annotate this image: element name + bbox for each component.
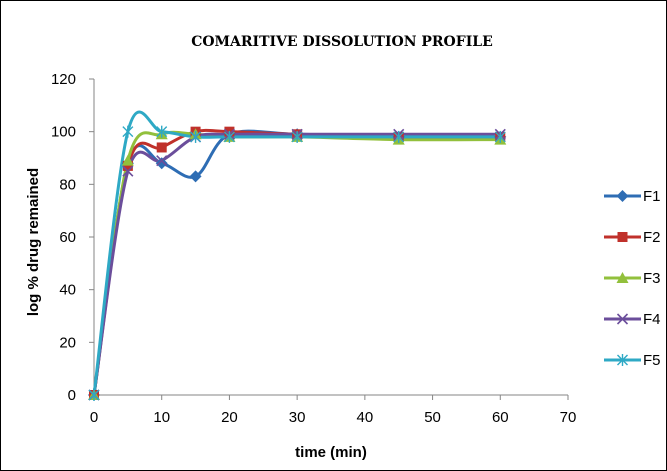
tick-labels: 0 20 40 60 80 100 120 0 10 20 30 40 50 60 70 — [51, 71, 576, 426]
data-point-f5 — [393, 130, 405, 143]
x-tick-label: 70 — [560, 409, 577, 426]
data-point-f5 — [190, 130, 202, 143]
data-point-f5 — [291, 130, 303, 143]
legend-item-f5: F5 — [604, 352, 661, 369]
series-line-f1 — [92, 129, 501, 396]
data-point-f4 — [156, 155, 168, 167]
series-line-f4 — [92, 132, 501, 396]
legend-marker — [616, 272, 629, 283]
y-axis-label: log % drug remained — [25, 168, 42, 316]
x-tick-label: 60 — [492, 409, 509, 426]
legend-marker — [617, 354, 628, 366]
legend: F1 F2 F3 F4 F5 — [604, 188, 661, 369]
data-point-f5 — [223, 130, 235, 143]
series-line-f2 — [92, 128, 501, 396]
axes — [93, 79, 568, 396]
x-tick-label: 40 — [357, 409, 374, 426]
series-line-f5 — [92, 110, 501, 396]
chart-title: COMARITIVE DISSOLUTION PROFILE — [191, 34, 493, 50]
y-tick-label: 120 — [51, 71, 76, 88]
data-point-f1 — [189, 170, 202, 183]
y-tick-label: 100 — [51, 124, 76, 141]
data-point-f1 — [155, 157, 168, 170]
legend-label: F1 — [643, 188, 661, 205]
legend-item-f2: F2 — [604, 229, 661, 246]
legend-label: F5 — [643, 352, 661, 369]
x-tick-label: 20 — [221, 409, 238, 426]
y-tick-label: 0 — [68, 387, 76, 404]
x-tick-label: 10 — [153, 409, 170, 426]
legend-label: F2 — [643, 229, 661, 246]
legend-marker — [617, 232, 628, 242]
data-point-f5 — [88, 389, 100, 401]
series-lines — [92, 110, 501, 396]
legend-item-f3: F3 — [604, 270, 661, 287]
legend-label: F4 — [643, 311, 661, 328]
data-point-f5 — [156, 125, 168, 138]
y-tick-label: 40 — [59, 282, 76, 299]
series-markers — [88, 125, 507, 401]
series-line-f3 — [92, 130, 501, 396]
x-axis-label: time (min) — [295, 444, 367, 461]
legend-item-f1: F1 — [604, 188, 661, 205]
data-point-f4 — [122, 165, 134, 177]
legend-marker — [616, 313, 629, 325]
data-point-f2 — [156, 142, 167, 153]
data-point-f3 — [121, 154, 134, 166]
legend-marker — [616, 190, 629, 202]
x-tick-label: 30 — [289, 409, 306, 426]
x-tick-label: 0 — [90, 409, 98, 426]
data-point-f2 — [122, 160, 133, 171]
data-point-f5 — [122, 125, 134, 138]
y-tick-label: 20 — [59, 334, 76, 351]
legend-label: F3 — [643, 270, 661, 287]
legend-item-f4: F4 — [604, 311, 661, 328]
data-point-f5 — [494, 130, 506, 143]
y-tick-label: 60 — [59, 229, 76, 246]
x-tick-label: 50 — [424, 409, 441, 426]
y-tick-label: 80 — [59, 176, 76, 193]
